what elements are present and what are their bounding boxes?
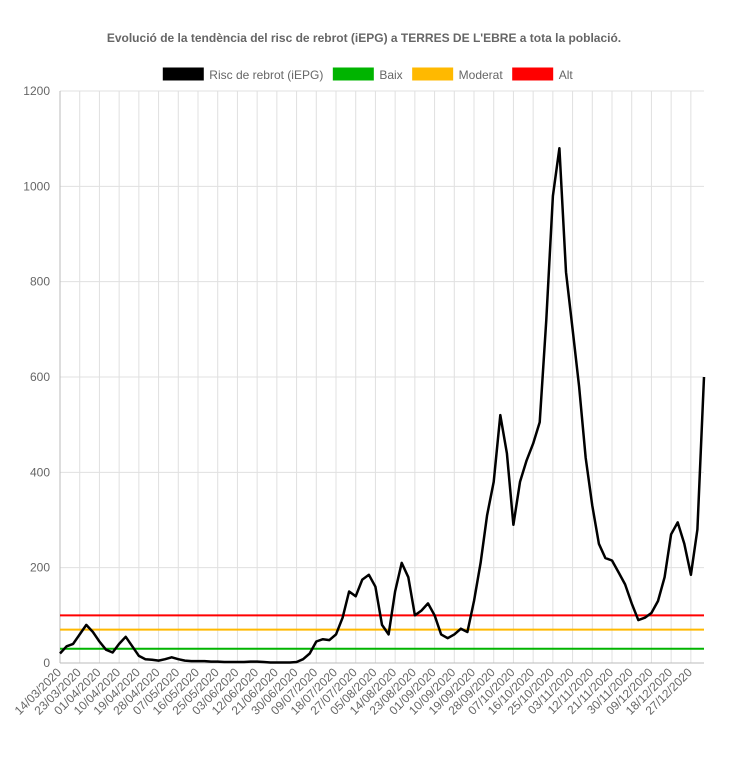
y-tick-label: 800 [30, 275, 50, 289]
legend-label: Moderat [459, 68, 504, 82]
legend-swatch [512, 67, 554, 81]
y-tick-label: 400 [30, 465, 50, 479]
chart-title: Evolució de la tendència del risc de reb… [107, 31, 621, 45]
y-tick-label: 0 [43, 656, 50, 670]
legend-label: Alt [559, 68, 574, 82]
data-line [59, 146, 706, 664]
legend-label: Risc de rebrot (iEPG) [209, 68, 323, 82]
y-tick-label: 1000 [23, 179, 50, 193]
legend: Risc de rebrot (iEPG) Baix Moderat Alt [162, 67, 574, 82]
legend-swatch [332, 67, 374, 81]
legend-label: Baix [379, 68, 402, 82]
legend-swatch [162, 67, 204, 81]
y-tick-label: 1200 [23, 84, 50, 98]
y-tick-label: 200 [30, 561, 50, 575]
legend-swatch [412, 67, 454, 81]
y-tick-label: 600 [30, 370, 50, 384]
